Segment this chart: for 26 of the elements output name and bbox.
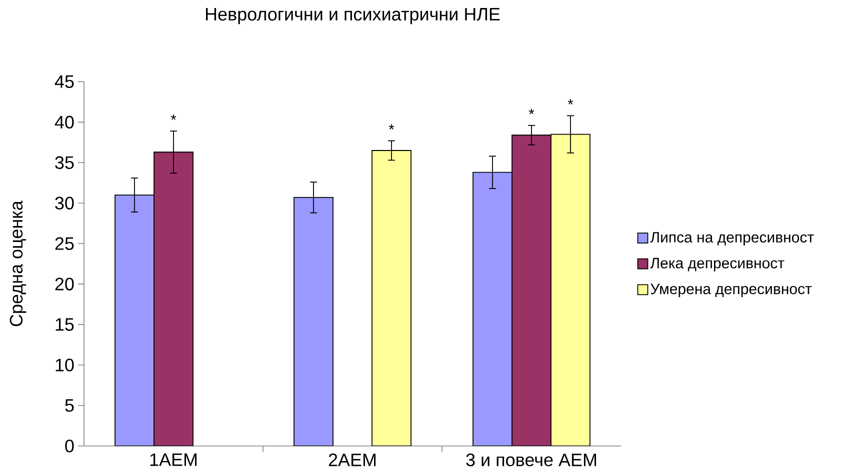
y-tick-label: 20: [55, 278, 74, 290]
legend-label: Липса на депресивност: [650, 232, 814, 246]
y-tick-label: 5: [65, 399, 74, 412]
bar: [512, 134, 552, 446]
data-label: *: [170, 114, 176, 120]
y-tick-label: 35: [55, 156, 74, 170]
y-tick-label: 15: [56, 318, 74, 331]
x-tick-label: 1АЕМ: [150, 454, 197, 466]
chart-title: Неврологични и психиатрични НЛЕ: [206, 8, 500, 24]
y-tick-label: 45: [54, 75, 74, 88]
bar: [154, 152, 194, 446]
y-axis-title: Средна оценка: [10, 200, 26, 326]
legend-label: Лека депресивност: [650, 258, 784, 272]
y-tick-label: 40: [54, 116, 74, 129]
data-label: *: [568, 99, 574, 104]
x-tick-label: 3 и повече АЕМ: [466, 454, 596, 466]
bar: [550, 134, 590, 446]
y-tick-label: 0: [65, 440, 74, 452]
y-tick-label: 30: [55, 196, 74, 210]
x-tick-label: 2АЕМ: [328, 454, 376, 466]
data-label: *: [528, 108, 534, 114]
legend-label: Умерена депресивност: [650, 284, 812, 298]
data-label: *: [388, 124, 394, 130]
bar: [372, 150, 412, 446]
y-tick-label: 25: [55, 237, 74, 250]
y-tick-label: 10: [56, 358, 74, 372]
